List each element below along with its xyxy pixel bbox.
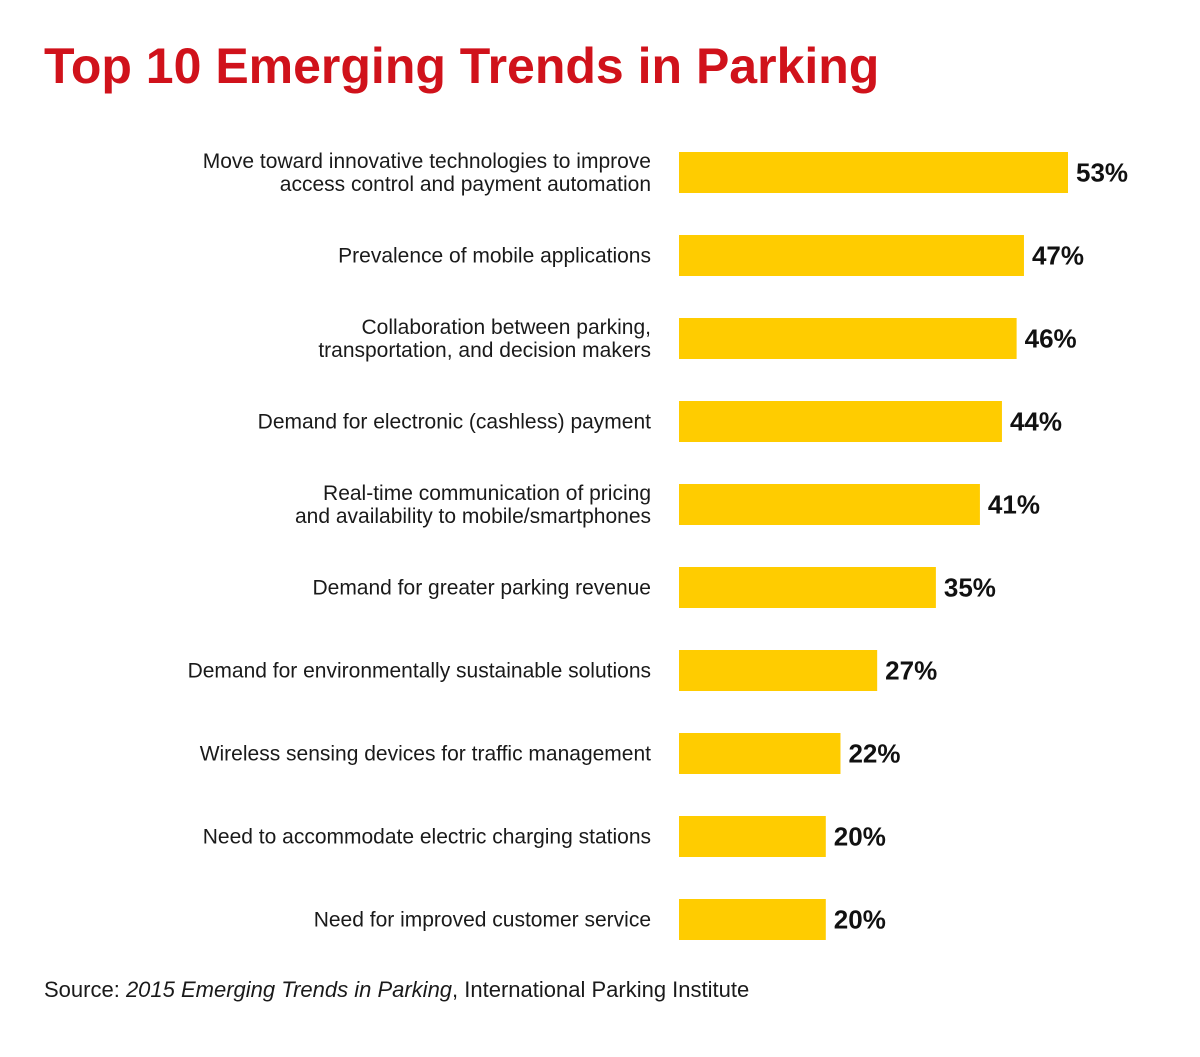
bar	[679, 816, 826, 857]
category-label: Prevalence of mobile applications	[338, 245, 651, 268]
value-label: 46%	[1025, 324, 1077, 354]
bar	[679, 318, 1017, 359]
value-label: 44%	[1010, 407, 1062, 437]
category-label: Demand for environmentally sustainable s…	[188, 660, 651, 683]
category-label: Demand for greater parking revenue	[312, 577, 651, 600]
bar	[679, 152, 1068, 193]
source-publication: 2015 Emerging Trends in Parking	[125, 977, 453, 1002]
value-label: 27%	[885, 656, 937, 686]
value-label: 41%	[988, 490, 1040, 520]
value-label: 20%	[834, 822, 886, 852]
category-label: Wireless sensing devices for traffic man…	[200, 743, 651, 766]
source-note: Source: 2015 Emerging Trends in Parking,…	[44, 976, 749, 1004]
category-label: Collaboration between parking, transporta…	[318, 316, 651, 362]
bar	[679, 899, 826, 940]
value-label: 53%	[1076, 158, 1128, 188]
value-label: 35%	[944, 573, 996, 603]
bar	[679, 567, 936, 608]
category-label: Demand for electronic (cashless) payment	[258, 411, 651, 434]
chart-title: Top 10 Emerging Trends in Parking	[44, 38, 880, 94]
category-label: Need to accommodate electric charging st…	[203, 826, 651, 849]
bar	[679, 650, 878, 691]
bar	[679, 484, 980, 525]
category-label: Real-time communication of pricing and av…	[295, 482, 651, 528]
category-label: Need for improved customer service	[314, 909, 651, 932]
value-label: 20%	[834, 905, 886, 935]
bar	[679, 733, 841, 774]
source-suffix: , International Parking Institute	[452, 977, 750, 1002]
source-prefix: Source:	[44, 977, 126, 1002]
category-label: Move toward innovative technologies to i…	[203, 150, 651, 196]
value-label: 22%	[848, 739, 900, 769]
bar	[679, 235, 1024, 276]
bar	[679, 401, 1002, 442]
value-label: 47%	[1032, 241, 1084, 271]
